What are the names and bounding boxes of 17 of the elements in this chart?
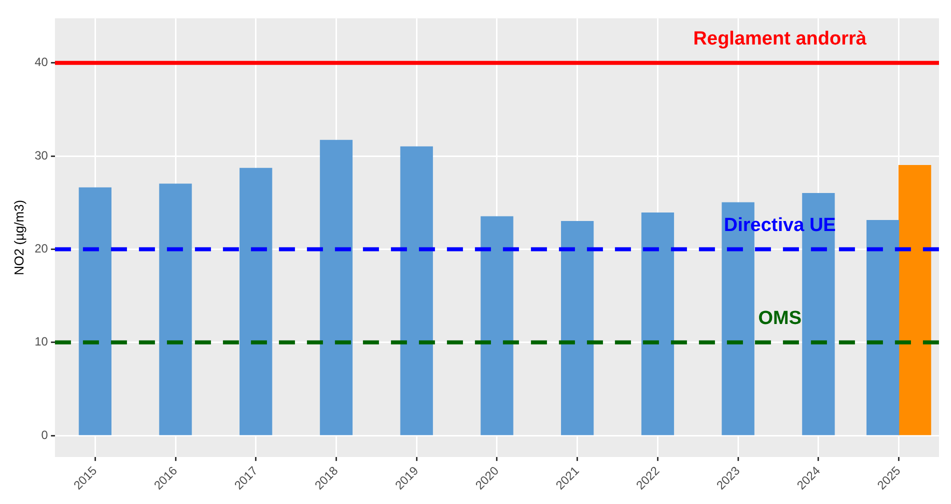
ref-line-label: OMS: [758, 308, 802, 330]
bar: [240, 168, 272, 436]
bar: [159, 184, 192, 436]
bar: [78, 187, 112, 436]
y-tick-label: 0: [41, 428, 48, 442]
ref-line-label: Reglament andorrà: [693, 28, 867, 50]
bar: [561, 220, 594, 436]
bar: [400, 146, 433, 436]
bar: [641, 212, 674, 436]
bar: [320, 140, 353, 436]
y-axis-title: NO2 (µg/m3): [11, 200, 26, 276]
y-tick-label: 40: [34, 55, 48, 70]
y-tick-label: 20: [34, 242, 48, 256]
bar: [898, 165, 932, 436]
y-tick-label: 30: [34, 148, 48, 162]
bar: [480, 216, 514, 436]
y-tick-label: 10: [34, 334, 48, 349]
